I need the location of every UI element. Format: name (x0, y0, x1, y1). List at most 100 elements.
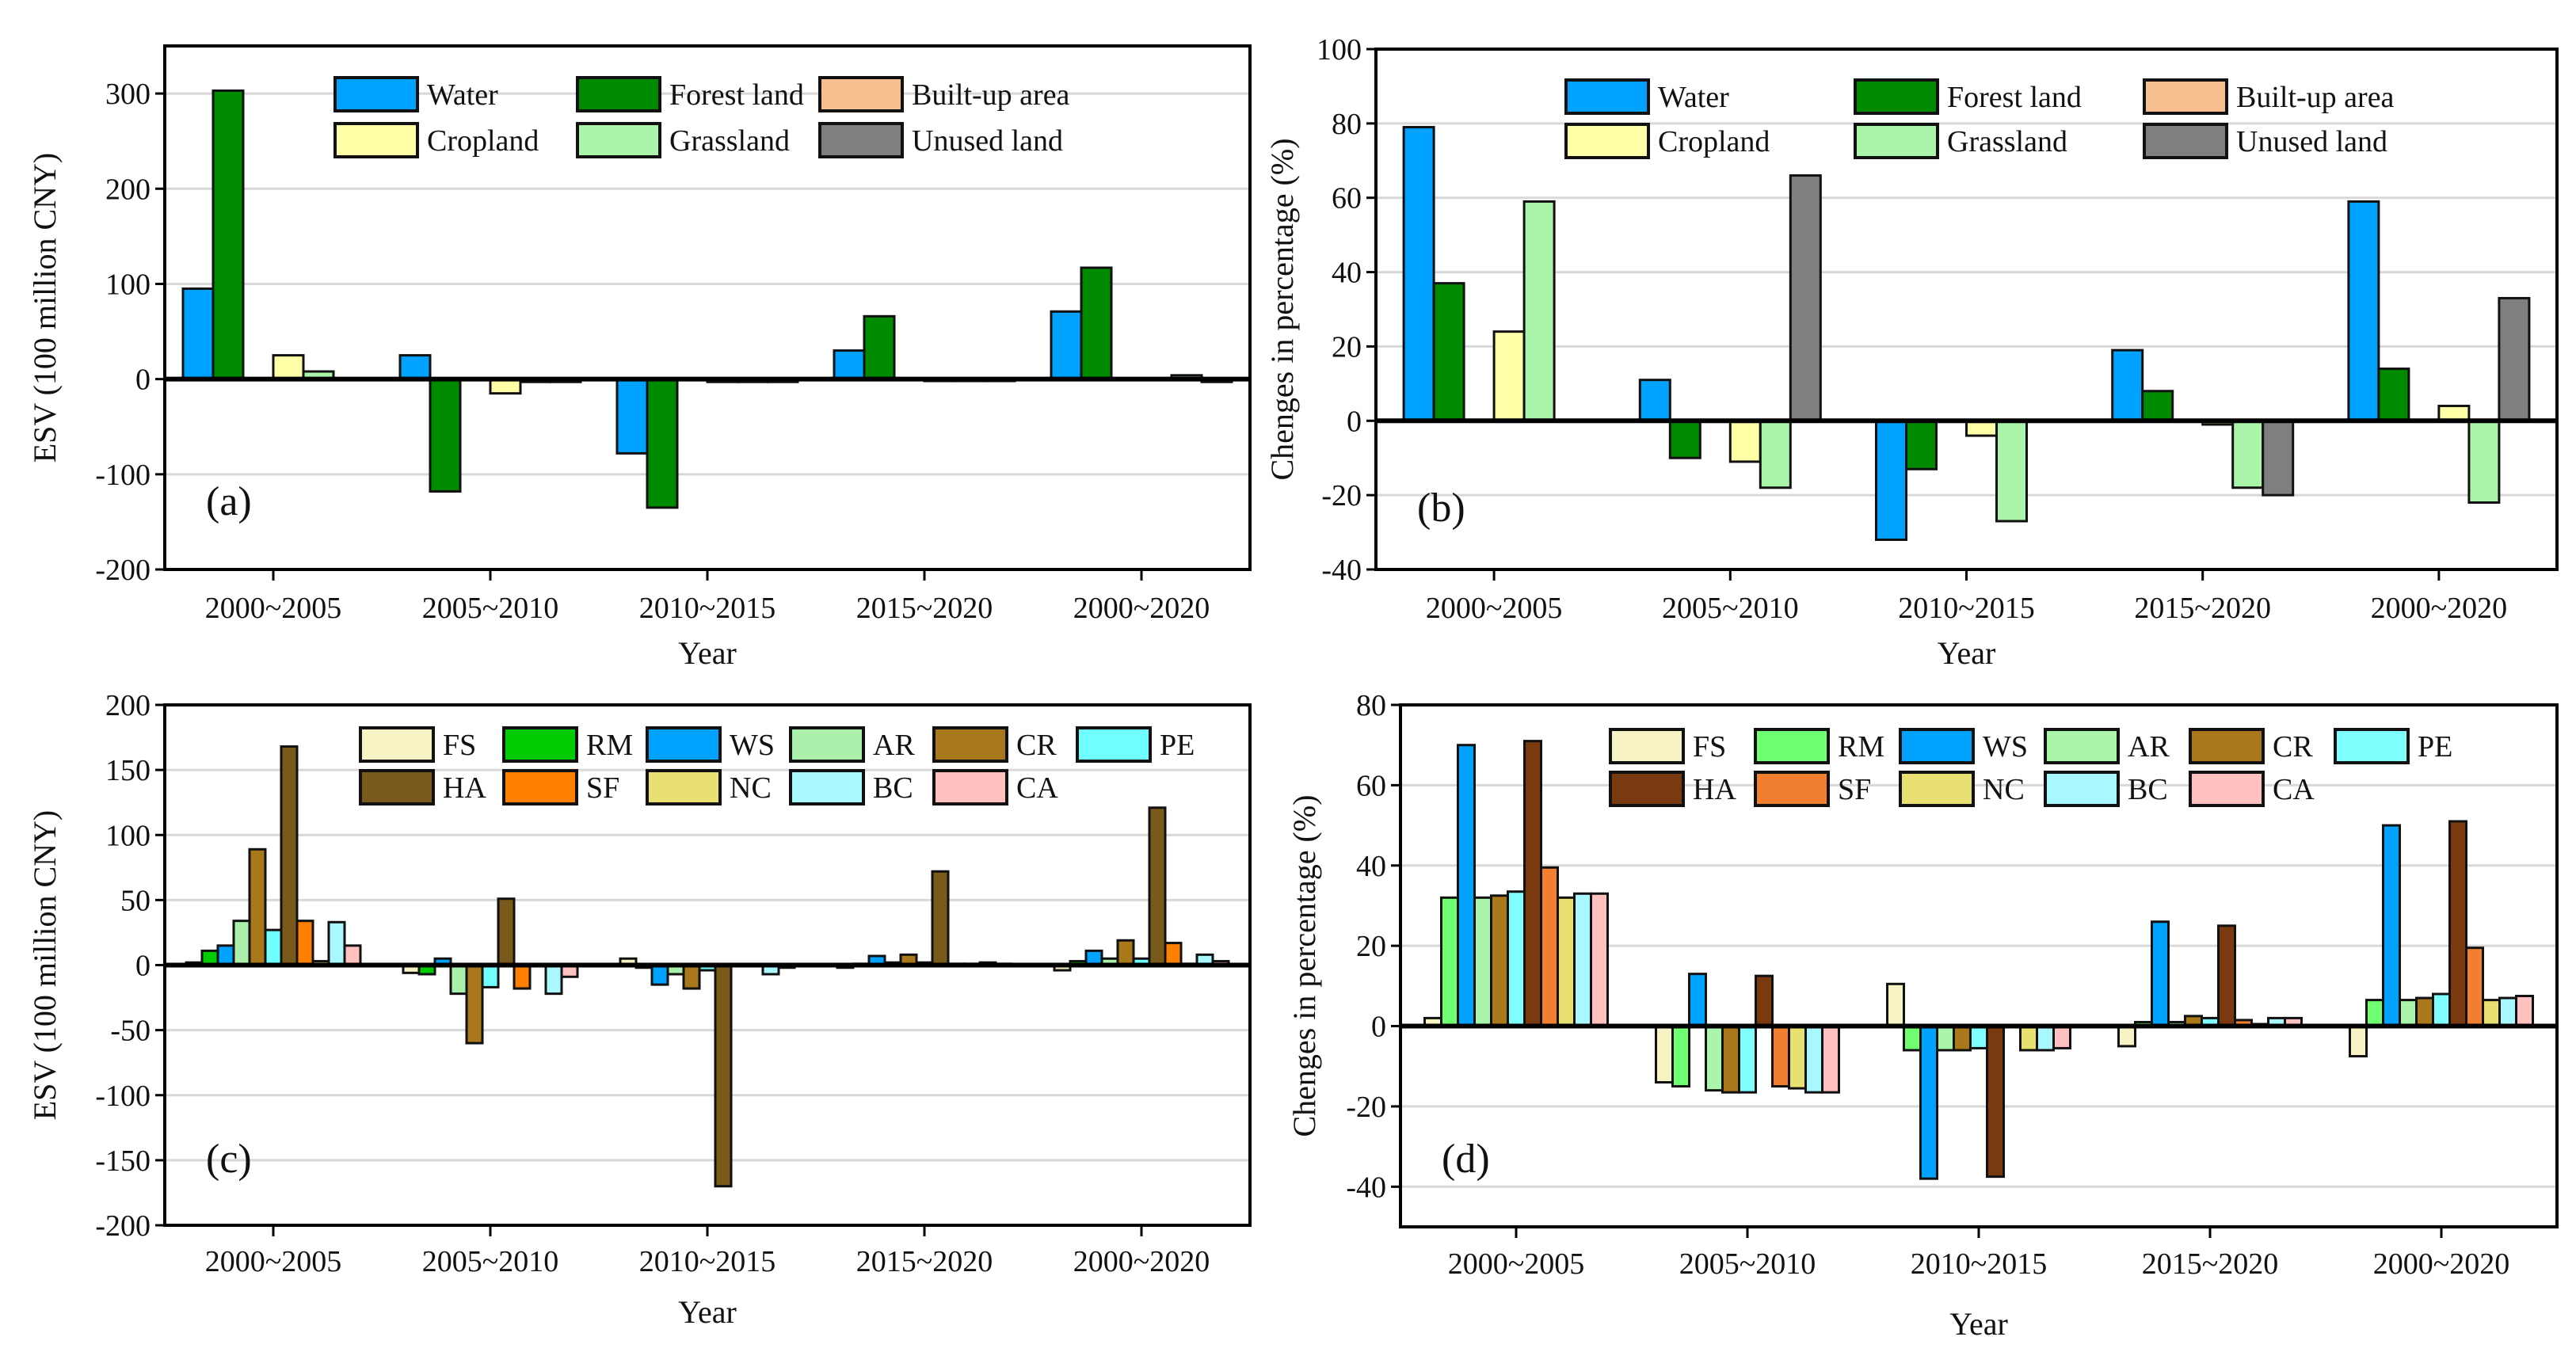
chart-panel-d: -40 -20 0 20 40 60 80 2000~2005 2005~2010 2010~20… (1286, 689, 2559, 1342)
bar-ha (2448, 820, 2467, 1028)
y-tick-label: -20 (1346, 1091, 1386, 1124)
bar-unused-land (2498, 296, 2531, 422)
legend-item: CA (2189, 771, 2315, 807)
bar-water (181, 287, 215, 381)
legend-swatch (2334, 728, 2410, 764)
bar-forest-land (211, 89, 245, 381)
legend-swatch (2044, 728, 2120, 764)
legend-label: Unused land (2236, 125, 2387, 158)
legend-swatch (2143, 123, 2228, 159)
legend-swatch (932, 726, 1008, 763)
legend-item: Cropland (1564, 123, 1770, 159)
y-tick-label: 40 (1332, 257, 1362, 290)
legend-item: FS (359, 726, 476, 763)
bar-ws (650, 964, 669, 986)
y-tick-label: 100 (1317, 33, 1362, 67)
legend-item: CA (932, 769, 1058, 805)
panel-label: (d) (1442, 1137, 1490, 1182)
bar-ca (1821, 1025, 1840, 1094)
legend-label: Water (1658, 81, 1729, 114)
bar-water (615, 378, 649, 455)
bar-fs (2117, 1025, 2136, 1048)
x-axis-title: Year (1949, 1306, 2008, 1342)
bar-bc (1804, 1025, 1823, 1094)
y-tick-label: -200 (95, 1209, 151, 1243)
bar-ar (1705, 1025, 1724, 1092)
bar-pe (1969, 1025, 1988, 1049)
legend-label: CA (2273, 773, 2315, 806)
y-tick-label: -200 (95, 554, 151, 587)
x-tick-label: 2000~2005 (205, 1245, 342, 1278)
bar-water (1875, 419, 1907, 541)
legend-swatch (2143, 78, 2228, 115)
x-tick-label: 2000~2005 (1426, 592, 1563, 625)
bar-ar (2399, 999, 2418, 1028)
y-tick-label: 0 (135, 950, 151, 983)
y-tick-label: -20 (1321, 479, 1362, 512)
legend-label: NC (730, 771, 772, 805)
bar-ar (1936, 1025, 1955, 1052)
chart-panel-b: -40 -20 0 20 40 60 80 100 2000~2005 2005~2010 2010… (1264, 33, 2559, 671)
bar-forest-land (646, 378, 679, 509)
bar-ws (1688, 973, 1707, 1028)
x-axis-title: Year (1938, 635, 1996, 671)
y-axis-title: Chenges in percentage (%) (1286, 794, 1322, 1137)
bar-cr (2415, 996, 2434, 1028)
legend-item: Grassland (1854, 123, 2067, 159)
x-axis-title: Year (678, 1294, 737, 1330)
legend-item: Forest land (1854, 78, 2082, 115)
bar-grassland (1759, 419, 1792, 489)
bar-water (1638, 379, 1671, 422)
legend-swatch (789, 726, 865, 763)
bar-water (2347, 200, 2380, 422)
legend-item: Water (333, 76, 498, 112)
legend-item: WS (646, 726, 775, 763)
bar-forest-land (1432, 282, 1465, 422)
legend-label: SF (586, 771, 619, 805)
bar-ca (2515, 995, 2534, 1028)
bar-water (1402, 126, 1435, 422)
legend: Water Forest land Built-up area Cropland Gra… (333, 76, 1070, 158)
bar-cropland (1728, 419, 1762, 463)
legend-swatch (502, 726, 578, 763)
legend: FS RM WS AR CR PE HA SF NC BC CA (359, 726, 1195, 805)
bar-bc (544, 964, 563, 996)
bar-ws (2382, 824, 2401, 1028)
legend-label: Grassland (1947, 125, 2067, 158)
bar-ha (280, 745, 299, 966)
bar-forest-land (1905, 419, 1938, 470)
bar-bc (327, 920, 346, 966)
y-tick-label: 0 (135, 364, 151, 397)
legend-label: Cropland (1658, 125, 1770, 158)
legend-label: HA (443, 771, 486, 805)
legend: Water Forest land Built-up area Cropland Gra… (1564, 78, 2395, 159)
bar-ha (931, 870, 950, 966)
legend-label: PE (2418, 730, 2452, 764)
plot-frame (163, 44, 1252, 571)
legend-item: HA (359, 769, 486, 805)
bar-ar (232, 920, 251, 967)
y-tick-label: 100 (105, 268, 151, 301)
bar-water (1050, 310, 1083, 381)
x-tick-label: 2010~2015 (639, 1245, 776, 1278)
legend-item: CR (2189, 728, 2313, 764)
legend-label: PE (1160, 729, 1195, 762)
legend-label: HA (1693, 773, 1736, 806)
plot-frame (1374, 48, 2559, 571)
legend-label: Water (427, 78, 498, 112)
legend-label: FS (443, 729, 476, 762)
bar-pe (1738, 1025, 1757, 1094)
legend-label: BC (2128, 773, 2168, 806)
bar-fs (1886, 982, 1905, 1028)
y-axis-title: ESV (100 million CNY) (27, 810, 63, 1121)
x-tick-label: 2000~2020 (1073, 592, 1210, 625)
legend-label: AR (873, 729, 915, 762)
legend-label: Grassland (669, 124, 790, 158)
y-tick-label: 20 (1332, 330, 1362, 364)
bar-pe (481, 964, 500, 988)
bar-forest-land (1080, 266, 1113, 381)
legend-item: Forest land (576, 76, 804, 112)
chart-panel-a: -200 -100 0 100 200 300 2000~2005 2005~2010 2010… (27, 44, 1252, 671)
y-tick-label: -100 (95, 459, 151, 492)
bar-pe (2432, 992, 2451, 1028)
